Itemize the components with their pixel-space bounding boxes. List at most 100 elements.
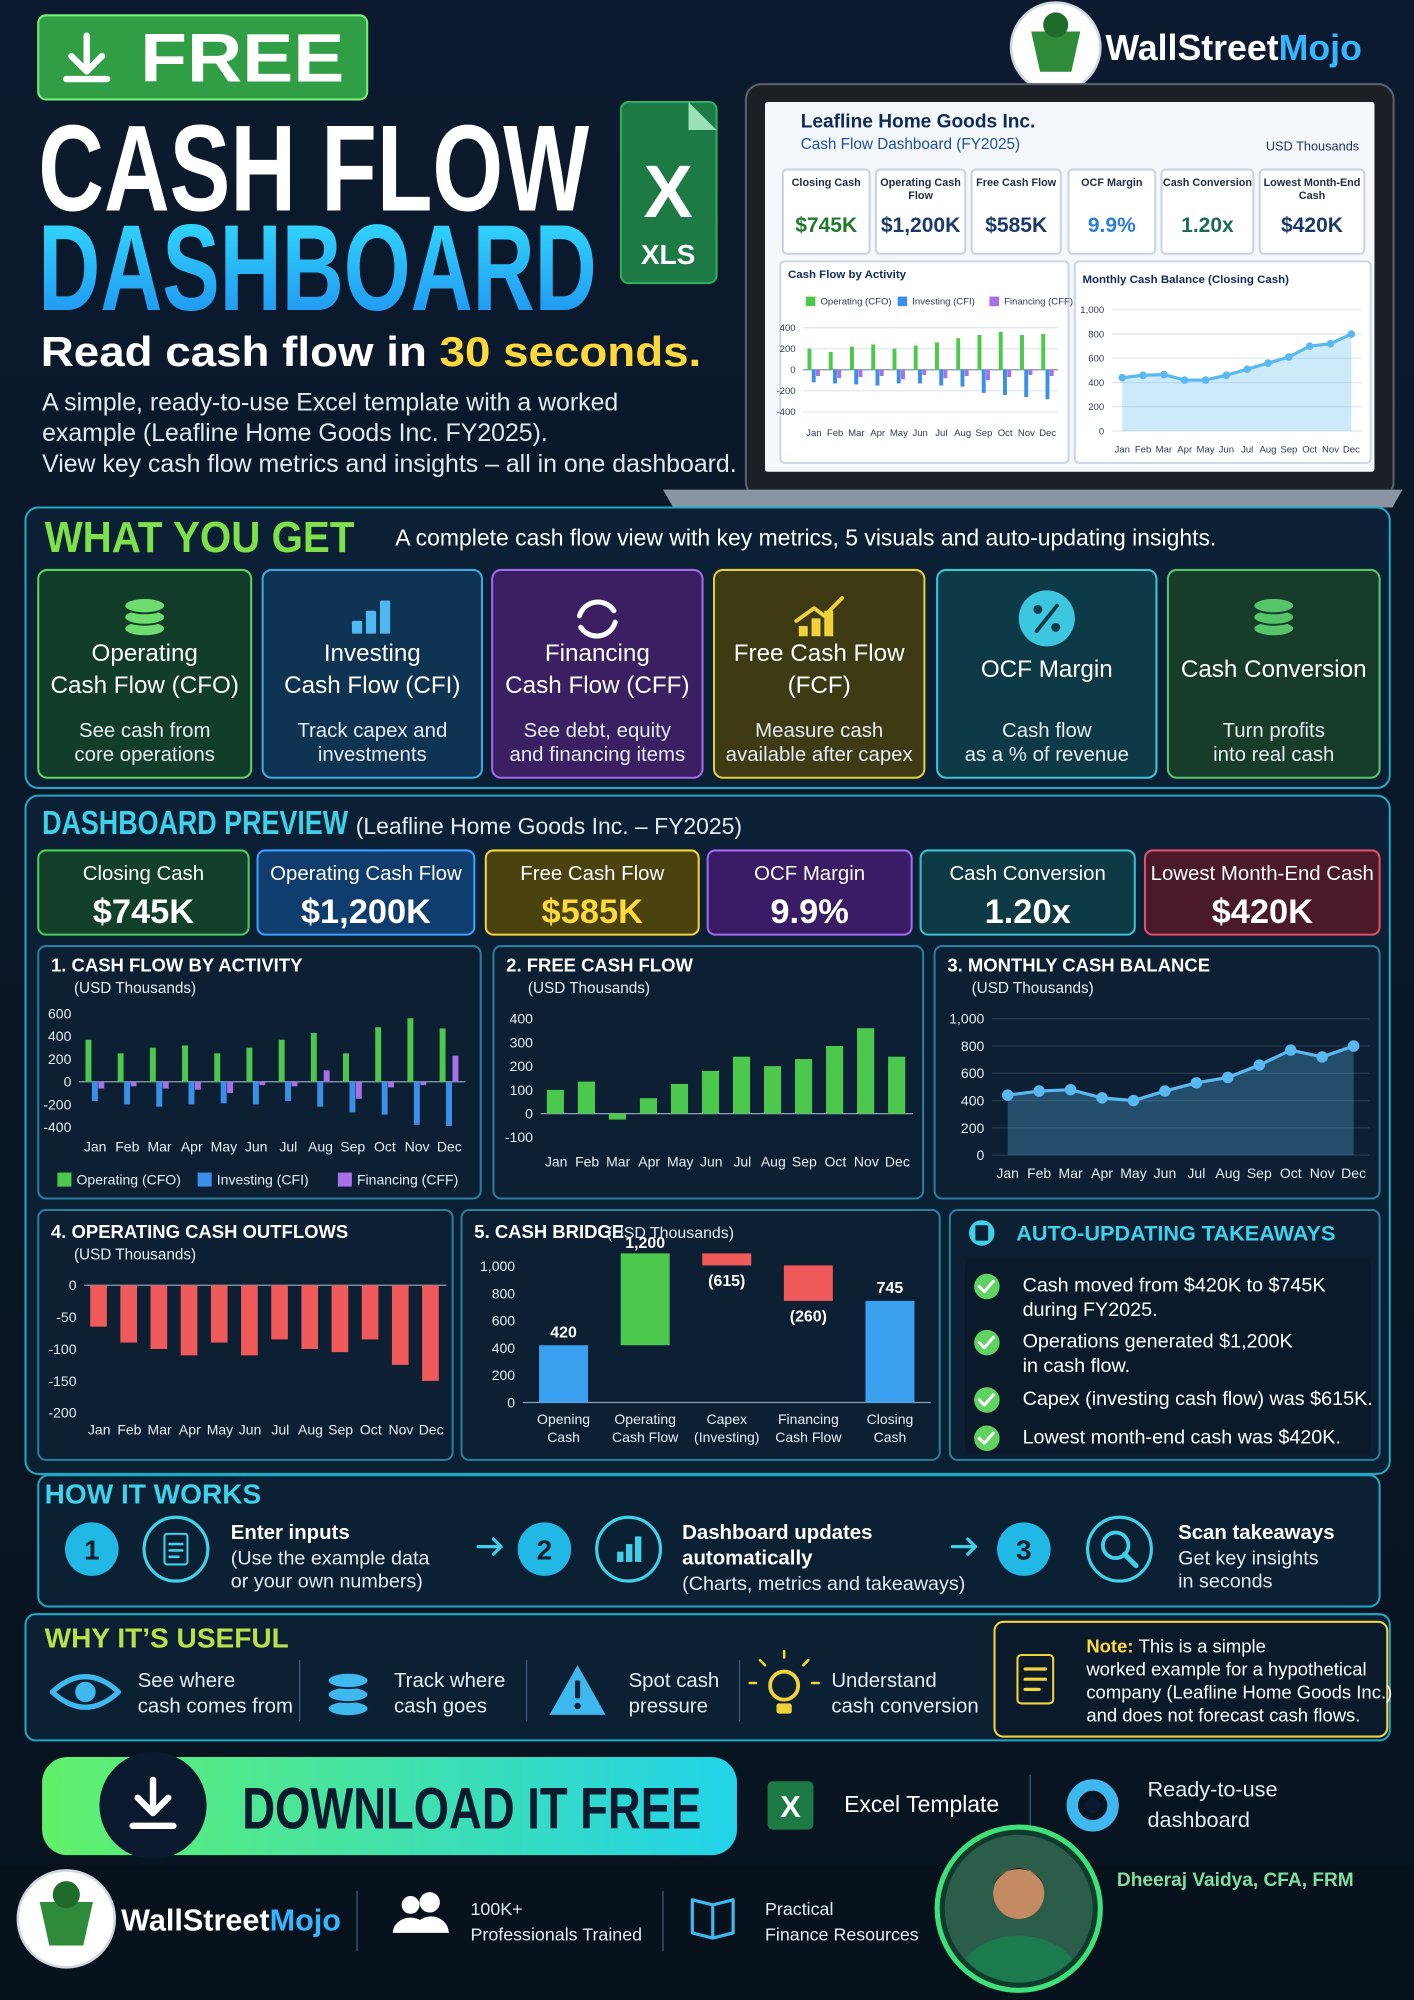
cta-label: Ready-to-use — [1148, 1777, 1278, 1802]
takeaway-text: Cash moved from $420K to $745K — [1023, 1275, 1326, 1297]
y-tick-label: 600 — [1088, 354, 1104, 365]
bar — [439, 1028, 446, 1082]
bar — [452, 1055, 459, 1082]
legend-label: Financing (CFF) — [1004, 297, 1073, 308]
x-tick-label: Mar — [148, 1421, 172, 1437]
footer-stat: Practical — [765, 1899, 833, 1919]
mini-kpi-card — [1258, 168, 1366, 255]
bar — [888, 1056, 906, 1114]
author-photo — [949, 1935, 1088, 1983]
bar — [331, 1285, 349, 1353]
x-tick-label: Financing — [778, 1411, 839, 1427]
kpi-card — [256, 849, 476, 936]
legend-label: Operating (CFO) — [820, 297, 891, 308]
database-icon — [326, 1699, 370, 1718]
icon — [419, 1892, 440, 1913]
growth-icon — [794, 596, 845, 623]
note-text: worked example for a hypothetical — [1085, 1658, 1366, 1679]
author-photo — [993, 1867, 1045, 1919]
bar — [150, 1285, 168, 1349]
excel-icon — [767, 1781, 814, 1830]
arrow — [476, 1537, 503, 1556]
card-desc: and financing items — [509, 744, 685, 766]
bar — [323, 1070, 330, 1082]
x-tick-label: Feb — [1135, 445, 1151, 456]
mini-kpi-card — [781, 168, 871, 255]
coins-icon — [1252, 597, 1296, 615]
value-label: 1,200 — [625, 1235, 665, 1252]
x-tick-label: Cash — [547, 1429, 580, 1445]
y-tick-label: -400 — [777, 407, 796, 418]
value-label: 745 — [877, 1280, 904, 1297]
x-tick-label: Aug — [954, 428, 971, 439]
x-tick-label: Cash Flow — [612, 1429, 679, 1445]
value-label: (260) — [790, 1308, 827, 1325]
card-desc: available after capex — [726, 744, 913, 766]
bar — [998, 331, 1003, 370]
step-number: 1 — [84, 1534, 100, 1565]
bar — [546, 1089, 564, 1114]
step-title: Dashboard updates — [682, 1522, 872, 1544]
chart-title: 2. FREE CASH FLOW — [506, 955, 693, 976]
kpi-label: Closing Cash — [83, 863, 204, 885]
y-tick-label: 400 — [780, 323, 796, 334]
mini-kpi-label: Operating Cash — [880, 177, 961, 189]
bar — [317, 1081, 324, 1107]
y-tick-label: -150 — [48, 1373, 76, 1389]
download-button[interactable] — [42, 1756, 737, 1856]
bar — [422, 1285, 439, 1381]
x-tick-label: Nov — [389, 1421, 414, 1437]
bar — [162, 1081, 169, 1089]
mini-kpi-value: $585K — [985, 214, 1047, 237]
author-photo — [993, 1867, 1045, 1885]
logo-mark — [1031, 31, 1081, 72]
legend-swatch — [197, 1172, 212, 1187]
section-title: WHY IT’S USEFUL — [45, 1622, 289, 1653]
x-tick-label: Aug — [761, 1154, 786, 1170]
excel-label: XLS — [641, 239, 696, 270]
bar — [117, 1053, 124, 1082]
point — [1159, 1085, 1171, 1097]
x-tick-label: Feb — [827, 428, 843, 439]
x-tick-label: Cash Flow — [775, 1429, 842, 1445]
check-icon — [977, 1279, 995, 1294]
card-desc: See debt, equity — [524, 720, 672, 742]
author-name: Dheeraj Vaidya, CFA, FRM — [1117, 1870, 1354, 1891]
bulb-icon — [748, 1649, 820, 1685]
legend-swatch — [897, 296, 908, 307]
bar — [964, 369, 969, 377]
people-icon — [392, 1916, 449, 1933]
bar — [252, 1081, 259, 1105]
badge-text: FREE — [140, 20, 344, 97]
x-tick-label: Mar — [848, 428, 865, 439]
bar — [227, 1081, 234, 1094]
mini-kpi-label: Cash Conversion — [1163, 177, 1252, 189]
chart-panel — [933, 945, 1381, 1200]
bar — [124, 1081, 131, 1105]
percent-icon — [1034, 603, 1059, 634]
x-tick-label: Sep — [975, 428, 992, 439]
y-tick-label: 0 — [507, 1394, 515, 1410]
logo-text: WallStreetMojo — [1105, 28, 1361, 68]
cycle-icon — [576, 599, 618, 639]
chart-subtitle: (USD Thousands) — [74, 1247, 196, 1264]
x-tick-label: Jul — [733, 1154, 751, 1170]
bar — [943, 369, 948, 379]
card-desc: Measure cash — [755, 720, 883, 742]
bar — [149, 1047, 156, 1082]
kpi-value: $1,200K — [301, 893, 431, 931]
chart-title: Cash Flow by Activity — [788, 269, 907, 281]
step-number-bg — [997, 1522, 1051, 1576]
bar — [922, 369, 927, 376]
bar — [896, 369, 901, 384]
feature-card — [261, 568, 483, 779]
kpi-card — [706, 849, 913, 936]
x-tick-label: Nov — [405, 1138, 430, 1154]
mini-units: USD Thousands — [1266, 138, 1359, 153]
text-part: Mojo — [270, 1903, 341, 1937]
step-icon — [1086, 1515, 1153, 1583]
legend-label: Investing (CFI) — [217, 1171, 309, 1187]
x-tick-label: Jun — [1219, 445, 1234, 456]
why-text: cash conversion — [831, 1695, 978, 1717]
chart-title: 5. CASH BRIDGE — [474, 1221, 624, 1242]
